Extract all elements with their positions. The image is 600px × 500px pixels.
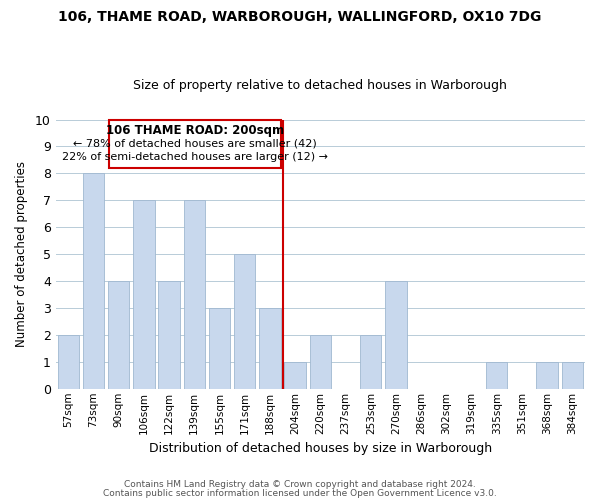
Bar (310, 335, 331, 389)
Text: ← 78% of detached houses are smaller (42): ← 78% of detached houses are smaller (42… (73, 139, 317, 149)
Text: Contains HM Land Registry data © Crown copyright and database right 2024.: Contains HM Land Registry data © Crown c… (124, 480, 476, 489)
Bar (284, 362, 306, 389)
Bar (259, 308, 281, 389)
X-axis label: Distribution of detached houses by size in Warborough: Distribution of detached houses by size … (149, 442, 492, 455)
Bar (234, 254, 256, 389)
Bar (486, 362, 508, 389)
Bar (209, 308, 230, 389)
Bar (158, 281, 180, 389)
Bar (184, 200, 205, 389)
Text: Contains public sector information licensed under the Open Government Licence v3: Contains public sector information licen… (103, 490, 497, 498)
Text: 22% of semi-detached houses are larger (12) →: 22% of semi-detached houses are larger (… (62, 152, 328, 162)
Bar (385, 281, 407, 389)
Bar (83, 174, 104, 389)
Bar (360, 335, 382, 389)
Bar (562, 362, 583, 389)
Text: 106, THAME ROAD, WARBOROUGH, WALLINGFORD, OX10 7DG: 106, THAME ROAD, WARBOROUGH, WALLINGFORD… (58, 10, 542, 24)
Bar (58, 335, 79, 389)
Y-axis label: Number of detached properties: Number of detached properties (15, 161, 28, 347)
FancyBboxPatch shape (109, 120, 281, 168)
Bar (133, 200, 155, 389)
Bar (108, 281, 130, 389)
Text: 106 THAME ROAD: 200sqm: 106 THAME ROAD: 200sqm (106, 124, 284, 138)
Bar (536, 362, 558, 389)
Title: Size of property relative to detached houses in Warborough: Size of property relative to detached ho… (133, 79, 507, 92)
